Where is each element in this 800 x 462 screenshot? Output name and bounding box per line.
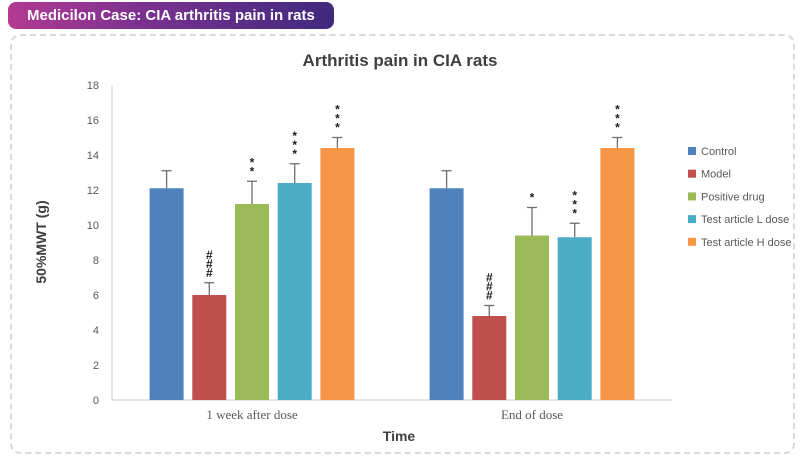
legend-label: Positive drug [701,191,765,203]
y-tick-label: 8 [93,255,99,267]
y-tick-label: 14 [87,150,99,162]
header-banner-text: Medicilon Case: CIA arthritis pain in ra… [27,7,315,24]
significance-marker: * [572,188,577,202]
legend-label: Test article H dose [701,237,791,249]
chart-legend: Control Model Positive drug Test article L … [688,146,791,249]
significance-marker: * [292,138,297,152]
significance-marker: * [530,191,535,205]
bar [235,204,269,400]
bar [472,316,507,400]
significance-marker: # [486,289,493,303]
x-category-label: End of dose [501,407,563,422]
y-tick-label: 2 [93,360,99,372]
legend-item: Control [688,146,736,158]
significance-marker: # [206,248,213,262]
significance-marker: * [335,103,340,117]
significance-marker: # [486,271,493,285]
significance-marker: * [615,121,620,135]
significance-marker: * [615,103,620,117]
legend-label: Test article L dose [701,214,789,226]
bar [515,235,549,400]
bar [600,148,635,400]
y-tick-label: 12 [87,185,99,197]
y-tick-label: 16 [87,115,99,127]
significance-marker: # [206,257,213,271]
y-tick-label: 10 [87,220,99,232]
significance-marker: * [335,112,340,126]
y-axis-label: 50%MWT (g) [33,200,49,283]
bar [429,188,464,400]
bar [320,148,355,400]
significance-marker: * [335,121,340,135]
legend-swatch [688,147,696,155]
legend-label: Control [701,146,736,158]
significance-marker: * [572,197,577,211]
legend-item: Test article H dose [688,237,791,249]
x-axis-label: Time [383,428,416,444]
significance-marker: * [292,147,297,161]
y-tick-label: 4 [93,325,99,337]
bar [277,183,312,400]
content-panel [10,34,795,454]
bar [192,295,227,400]
chart-title: Arthritis pain in CIA rats [303,51,498,70]
legend-swatch [688,169,696,178]
y-tick-label: 6 [93,290,99,302]
legend-item: Positive drug [688,191,765,203]
bar [149,188,184,400]
significance-marker: * [250,155,255,169]
x-category-label: 1 week after dose [206,407,298,422]
significance-marker: * [250,164,255,178]
bar [557,237,592,400]
y-tick-label: 0 [93,395,99,407]
header-banner: Medicilon Case: CIA arthritis pain in ra… [8,2,334,29]
legend-item: Test article L dose [688,214,789,226]
legend-item: Model [688,169,731,181]
significance-marker: * [572,206,577,220]
legend-swatch [688,237,696,246]
legend-swatch [688,215,696,224]
significance-marker: * [615,112,620,126]
y-tick-label: 18 [87,80,99,92]
plot-area: 0 2 4 6 8 10 12 14 16 18 1 week after dose End of d… [87,80,672,422]
significance-marker: # [206,266,213,280]
legend-swatch [688,192,696,201]
significance-marker: * [292,129,297,143]
legend-label: Model [701,169,731,181]
significance-marker: # [486,280,493,294]
